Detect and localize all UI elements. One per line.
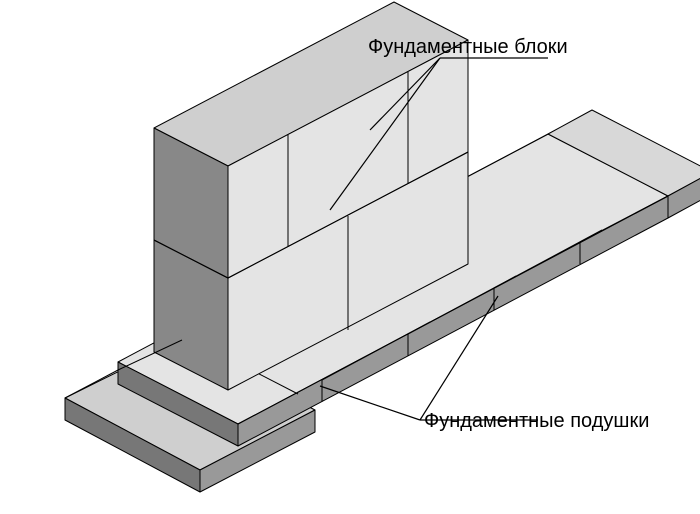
diagram-edge	[320, 386, 420, 420]
label-foundation-cushions: Фундаментные подушки	[424, 410, 649, 433]
label-foundation-blocks: Фундаментные блоки	[368, 36, 568, 59]
